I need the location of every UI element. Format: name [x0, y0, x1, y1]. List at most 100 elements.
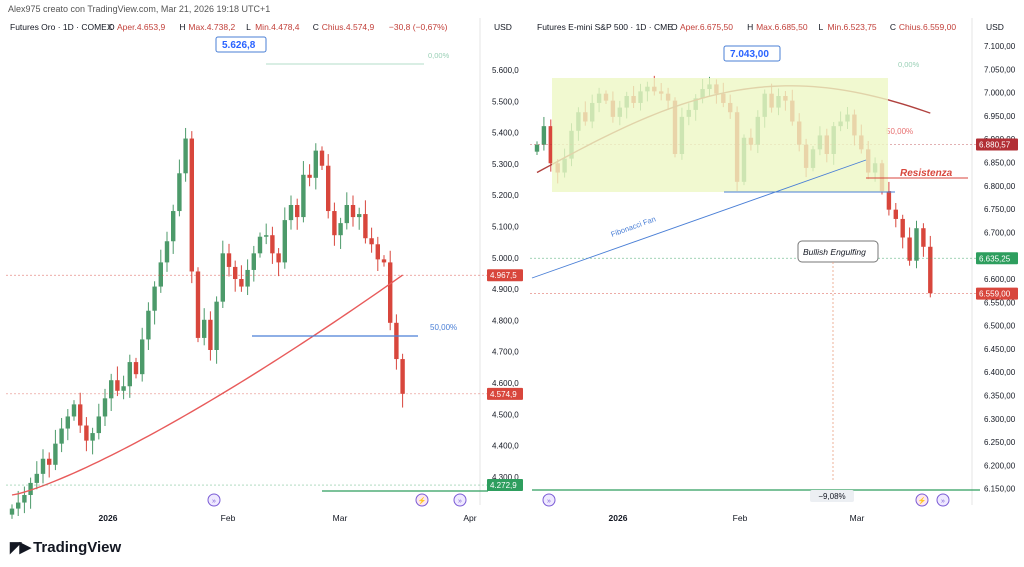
chart1-candle-body: [301, 174, 306, 218]
chart1-instrument-title: Futures Oro · 1D · COMEX: [10, 22, 113, 32]
chart1-candle-body: [171, 211, 176, 242]
chart2-replay-icon-glyph: »: [941, 498, 945, 505]
chart2-candle-body: [534, 144, 540, 152]
chart1-ohlc-key: L: [246, 22, 251, 32]
chart2-ohlc-key: O: [671, 22, 678, 32]
tradingview-logo[interactable]: ◤▶ TradingView: [10, 538, 122, 557]
chart1-candle-body: [109, 380, 114, 399]
chart2-price-tag-label: 6.635,25: [979, 254, 1011, 263]
chart2-x-tick: Feb: [733, 513, 748, 523]
chart1-ohlc-value: −30,8 (−0,67%): [389, 22, 448, 32]
chart1-candle-body: [78, 404, 83, 426]
chart1-candle-body: [202, 319, 207, 338]
chart1-candle-body: [257, 236, 263, 254]
chart1-moving-average: [11, 274, 404, 496]
chart1-candle-body: [40, 458, 46, 474]
chart1-candle-body: [220, 253, 225, 302]
chart2-y-tick: 6.350,00: [984, 392, 1016, 401]
chart1-y-tick: 4.900,0: [492, 285, 519, 294]
chart2-candle-body: [928, 246, 933, 294]
chart-header: Alex975 creato con TradingView.com, Mar …: [8, 4, 271, 14]
chart1-candle-body: [307, 174, 312, 178]
chart1-candle-body: [363, 214, 368, 239]
chart1-candle-body: [177, 173, 182, 212]
chart1-replay-icon: [415, 493, 429, 507]
chart1-candle-body: [295, 205, 300, 218]
chart2-y-tick: 7.050,00: [984, 65, 1016, 74]
chart1-candle-body: [189, 138, 194, 272]
chart1-replay-icon-glyph: »: [212, 498, 216, 505]
chart1-x-tick: Feb: [221, 513, 236, 523]
chart2-y-tick: 6.700,00: [984, 228, 1016, 237]
chart1-candle-body: [233, 266, 238, 280]
chart1-y-tick: 4.500,0: [492, 410, 519, 419]
chart2-y-tick: 7.000,00: [984, 89, 1016, 98]
chart1-price-tag-label: 4.272,9: [490, 481, 517, 490]
chart1-candle-body: [195, 271, 201, 338]
chart1-candle-body: [71, 404, 77, 417]
chart1-candle-body: [34, 473, 39, 483]
chart2-y-tick: 6.600,00: [984, 275, 1016, 284]
chart2-candle-body: [900, 218, 905, 238]
chart1-candle-body: [16, 502, 21, 509]
chart1-candle-body: [214, 301, 219, 350]
chart2-y-tick: 6.550,00: [984, 298, 1016, 307]
chart1-replay-icon: [453, 493, 467, 507]
chart2-replay-icon: [542, 493, 556, 507]
tradingview-logo-icon: ◤▶: [10, 539, 31, 556]
chart1-candle-body: [375, 244, 380, 260]
chart1-candle-body: [332, 211, 337, 236]
chart1-price-tag-label: 4.967,5: [490, 271, 517, 280]
chart1-ohlc-value: Aper.4.653,9: [117, 22, 165, 32]
chart1-y-tick: 5.400,0: [492, 129, 519, 138]
chart1-candle-body: [276, 253, 281, 263]
chart2-replay-icon-glyph: »: [547, 498, 551, 505]
chart1-candle-body: [369, 238, 374, 245]
chart2-ohlc-value: Min.6.523,75: [828, 22, 877, 32]
chart1-x-tick: Mar: [333, 513, 348, 523]
chart2-candle-body: [921, 228, 926, 247]
chart2-candle-body: [907, 237, 912, 261]
chart2-pattern-callout: [797, 240, 879, 263]
chart1-candle-body: [350, 205, 356, 218]
chart1-peak-label: 5.626,8: [222, 40, 256, 51]
chart1-peak-callout: [215, 36, 267, 53]
chart1-x-tick: 2026: [99, 513, 118, 523]
chart1-candle-body: [102, 398, 108, 417]
chart1-candle-body: [47, 458, 52, 465]
chart1-replay-icon: [207, 493, 221, 507]
chart1-y-tick: 5.100,0: [492, 223, 519, 232]
chart1-replay-icon-glyph: ⚡: [418, 496, 427, 505]
chart1-y-tick: 5.200,0: [492, 191, 519, 200]
chart2-ohlc-value: Max.6.685,50: [756, 22, 808, 32]
chart1-candle-body: [344, 205, 349, 224]
chart1-y-tick: 5.000,0: [492, 254, 519, 263]
chart1-candle-body: [388, 262, 393, 323]
chart1-candle-body: [264, 235, 269, 237]
chart1-candle-body: [270, 235, 275, 254]
chart2-fib-zero-label: 0,00%: [898, 60, 920, 69]
chart1-ohlc-key: O: [108, 22, 115, 32]
chart1-price-tag: [487, 479, 523, 492]
chart2-y-tick: 6.450,00: [984, 345, 1016, 354]
chart1-y-tick: 4.700,0: [492, 348, 519, 357]
chart2-y-tick: 6.850,00: [984, 159, 1016, 168]
chart1-ohlc-key: C: [313, 22, 319, 32]
chart2-drop-label: −9,08%: [818, 492, 845, 501]
chart1-y-tick: 5.500,0: [492, 97, 519, 106]
chart1-candle-body: [394, 322, 399, 360]
chart2-candle-body: [914, 228, 919, 261]
chart2-y-tick: 6.950,00: [984, 112, 1016, 121]
chart2-price-tag-label: 6.880,57: [979, 140, 1011, 149]
chart1-candle-body: [183, 138, 188, 174]
chart1-candle-body: [22, 495, 27, 503]
chart2-replay-icon: [936, 493, 950, 507]
chart1-price-tag-label: 4.574,9: [490, 390, 517, 399]
chart2-candle-body: [541, 126, 547, 145]
tradingview-brand-text: TradingView: [33, 538, 122, 556]
chart1-candle-body: [152, 286, 157, 311]
chart2-x-tick: Mar: [850, 513, 865, 523]
chart1-candle-body: [146, 310, 151, 340]
chart2-ohlc-value: Chius.6.559,00: [899, 22, 956, 32]
